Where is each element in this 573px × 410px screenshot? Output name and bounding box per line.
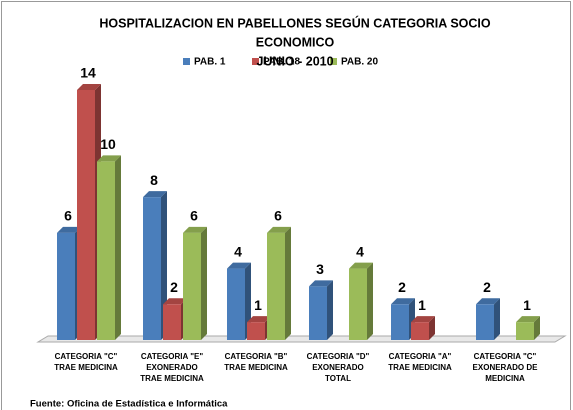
bar — [247, 322, 265, 340]
bar-top — [309, 280, 333, 287]
data-label: 2 — [398, 279, 406, 295]
x-tick-label: CATEGORIA "B" — [225, 352, 288, 361]
bar-side — [285, 226, 291, 340]
data-label: 4 — [234, 243, 242, 259]
bar-top — [411, 316, 435, 323]
bar — [516, 322, 534, 340]
data-label: 6 — [190, 208, 198, 224]
data-label: 1 — [523, 297, 531, 313]
chart-title-line: ECONOMICO — [256, 35, 335, 49]
data-label: 1 — [418, 297, 426, 313]
bar-top — [476, 298, 500, 305]
bar-top — [183, 226, 207, 233]
bar — [183, 232, 201, 340]
bar-side — [201, 226, 207, 340]
x-tick-label: TRAE MEDICINA — [388, 363, 452, 372]
data-label: 1 — [254, 297, 262, 313]
bar — [309, 286, 327, 340]
bar-top — [143, 191, 167, 198]
bar — [391, 304, 409, 340]
bar-top — [391, 298, 415, 305]
x-tick-label: TOTAL — [325, 374, 351, 383]
legend-label: PAB. 20 — [341, 57, 378, 68]
x-tick-label: CATEGORIA "E" — [141, 352, 203, 361]
legend-swatch — [183, 58, 190, 65]
bar — [267, 232, 285, 340]
data-label: 6 — [274, 208, 282, 224]
chart-subtitle: JUNIO - 2010 — [256, 54, 333, 68]
bar — [476, 304, 494, 340]
legend-label: PAB. 1 — [194, 57, 226, 68]
bar-top — [349, 262, 373, 269]
data-label: 2 — [170, 279, 178, 295]
data-label: 6 — [64, 208, 72, 224]
bar-top — [163, 298, 187, 305]
x-tick-label: EXONERADO — [312, 363, 364, 372]
bar-top — [97, 155, 121, 162]
bar-side — [429, 316, 435, 340]
data-label: 14 — [80, 65, 96, 81]
bar-top — [227, 262, 251, 269]
bar-side — [327, 280, 333, 340]
x-tick-label: CATEGORIA "C" — [474, 352, 537, 361]
bar — [143, 197, 161, 340]
bar — [57, 232, 75, 340]
x-tick-label: TRAE MEDICINA — [54, 363, 118, 372]
legend-swatch — [252, 58, 259, 65]
bar — [227, 268, 245, 340]
chart-title: HOSPITALIZACION EN PABELLONES SEGÚN CATE… — [99, 15, 491, 30]
bar — [77, 90, 95, 340]
x-tick-label: CATEGORIA "C" — [55, 352, 118, 361]
bar-side — [115, 155, 121, 340]
bar-top — [516, 316, 540, 323]
bar — [97, 161, 115, 340]
x-tick-label: CATEGORIA "D" — [307, 352, 370, 361]
data-label: 10 — [100, 136, 116, 152]
bar — [163, 304, 181, 340]
data-label: 4 — [356, 243, 364, 259]
bar — [411, 322, 429, 340]
x-tick-label: EXONERADO DE — [473, 363, 539, 372]
x-tick-label: EXONERADO — [146, 363, 198, 372]
bar-top — [247, 316, 271, 323]
bar-top — [57, 226, 81, 233]
x-tick-label: MEDICINA — [485, 374, 525, 383]
bar-side — [534, 316, 540, 340]
data-label: 8 — [150, 172, 158, 188]
source: Fuente: Oficina de Estadística e Informá… — [30, 399, 228, 410]
data-label: 3 — [316, 261, 324, 277]
x-tick-label: TRAE MEDICINA — [224, 363, 288, 372]
x-tick-label: TRAE MEDICINA — [140, 374, 204, 383]
bar-top — [267, 226, 291, 233]
bar-top — [77, 84, 101, 90]
legend-label: PAB. 18 — [263, 57, 300, 68]
bar-side — [494, 298, 500, 340]
x-tick-label: CATEGORIA "A" — [389, 352, 452, 361]
legend-swatch — [330, 58, 337, 65]
bar-side — [367, 262, 373, 340]
data-label: 2 — [483, 279, 491, 295]
bar — [349, 268, 367, 340]
